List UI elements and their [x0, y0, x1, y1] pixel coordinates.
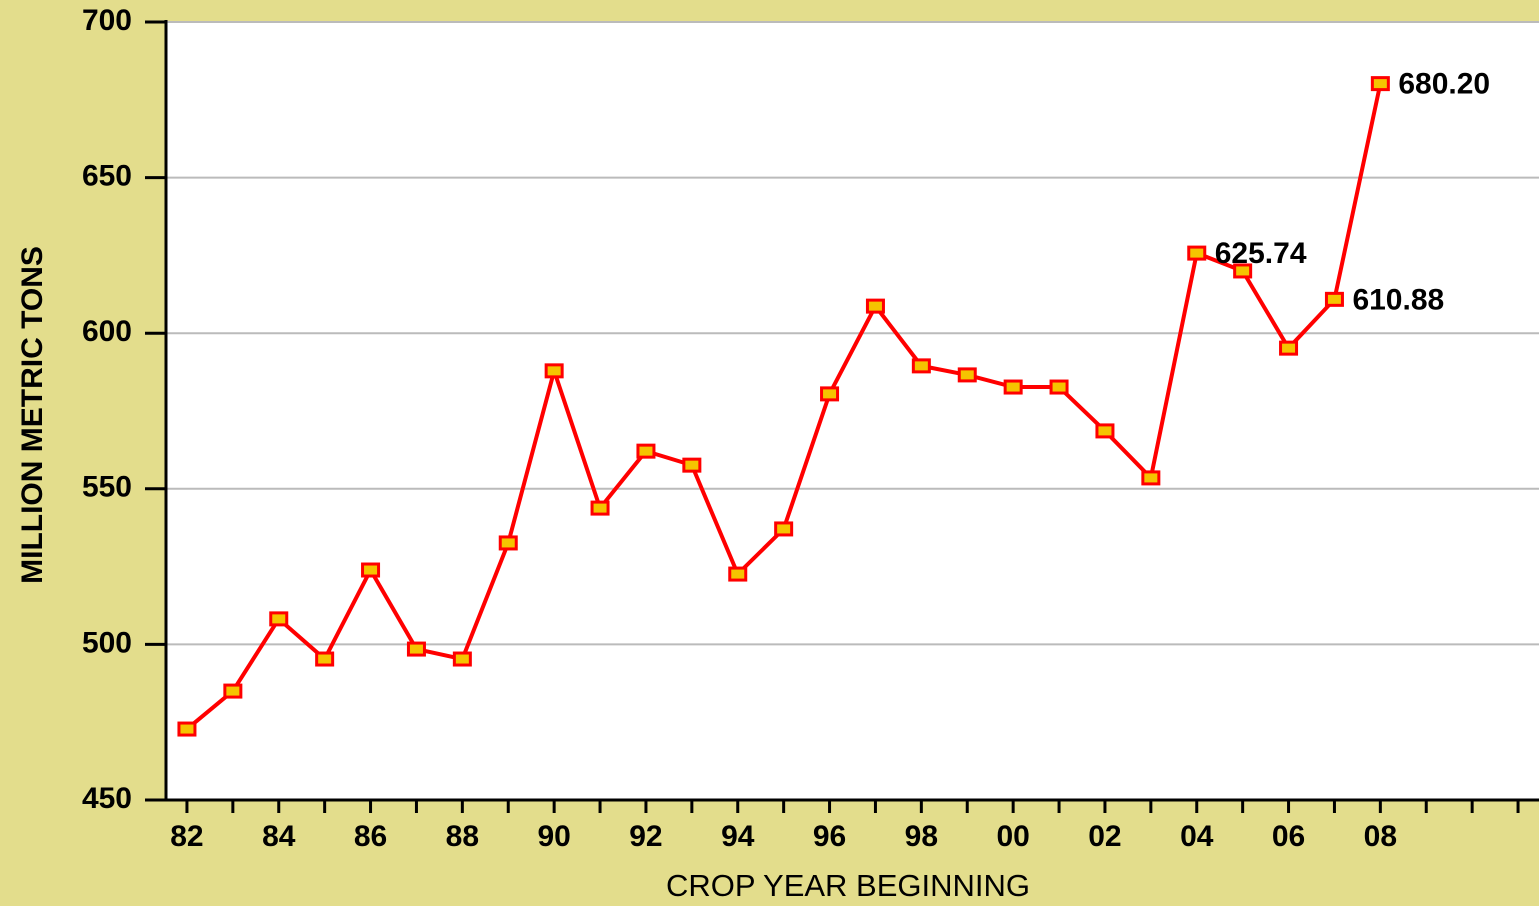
data-point [269, 611, 289, 627]
data-point [177, 721, 197, 737]
data-label: 625.74 [1215, 237, 1307, 270]
plot-area [165, 22, 1539, 800]
data-point [1003, 379, 1023, 395]
x-tick-label: 02 [1088, 820, 1121, 853]
x-tick-label: 90 [537, 820, 570, 853]
data-point [682, 457, 702, 473]
data-point [865, 298, 885, 314]
x-tick-label: 04 [1180, 820, 1214, 853]
y-tick-label: 550 [82, 471, 132, 504]
x-tick-label: 86 [354, 820, 387, 853]
data-point [1279, 340, 1299, 356]
x-tick-label: 00 [996, 820, 1029, 853]
x-axis-title: CROP YEAR BEGINNING [666, 868, 1030, 903]
data-point [1233, 263, 1253, 279]
y-axis-title: MILLION METRIC TONS [16, 246, 49, 584]
data-point [315, 651, 335, 667]
y-tick-label: 600 [82, 315, 132, 348]
data-point [1049, 379, 1069, 395]
data-point [406, 641, 426, 657]
data-point [1324, 291, 1344, 307]
data-label: 610.88 [1352, 283, 1444, 316]
x-tick-label: 98 [905, 820, 938, 853]
x-tick-label: 92 [629, 820, 662, 853]
x-tick-label: 06 [1272, 820, 1305, 853]
data-label: 680.20 [1398, 68, 1490, 101]
data-point [636, 443, 656, 459]
x-tick-label: 84 [262, 820, 296, 853]
y-tick-label: 650 [82, 160, 132, 193]
data-point [728, 566, 748, 582]
data-point [544, 363, 564, 379]
data-point [223, 683, 243, 699]
data-point [774, 521, 794, 537]
data-point [361, 562, 381, 578]
x-tick-label: 96 [813, 820, 846, 853]
y-tick-label: 450 [82, 782, 132, 815]
x-tick-label: 82 [170, 820, 203, 853]
x-tick-label: 88 [446, 820, 479, 853]
data-point [1187, 245, 1207, 261]
data-point [957, 367, 977, 383]
data-point [498, 535, 518, 551]
data-point [1141, 470, 1161, 486]
data-point [452, 651, 472, 667]
data-point [820, 386, 840, 402]
data-point [1095, 423, 1115, 439]
data-point [1370, 76, 1390, 92]
data-point [911, 358, 931, 374]
x-tick-label: 08 [1364, 820, 1397, 853]
data-point [590, 500, 610, 516]
y-tick-label: 700 [82, 4, 132, 37]
y-tick-label: 500 [82, 626, 132, 659]
x-tick-label: 94 [721, 820, 755, 853]
